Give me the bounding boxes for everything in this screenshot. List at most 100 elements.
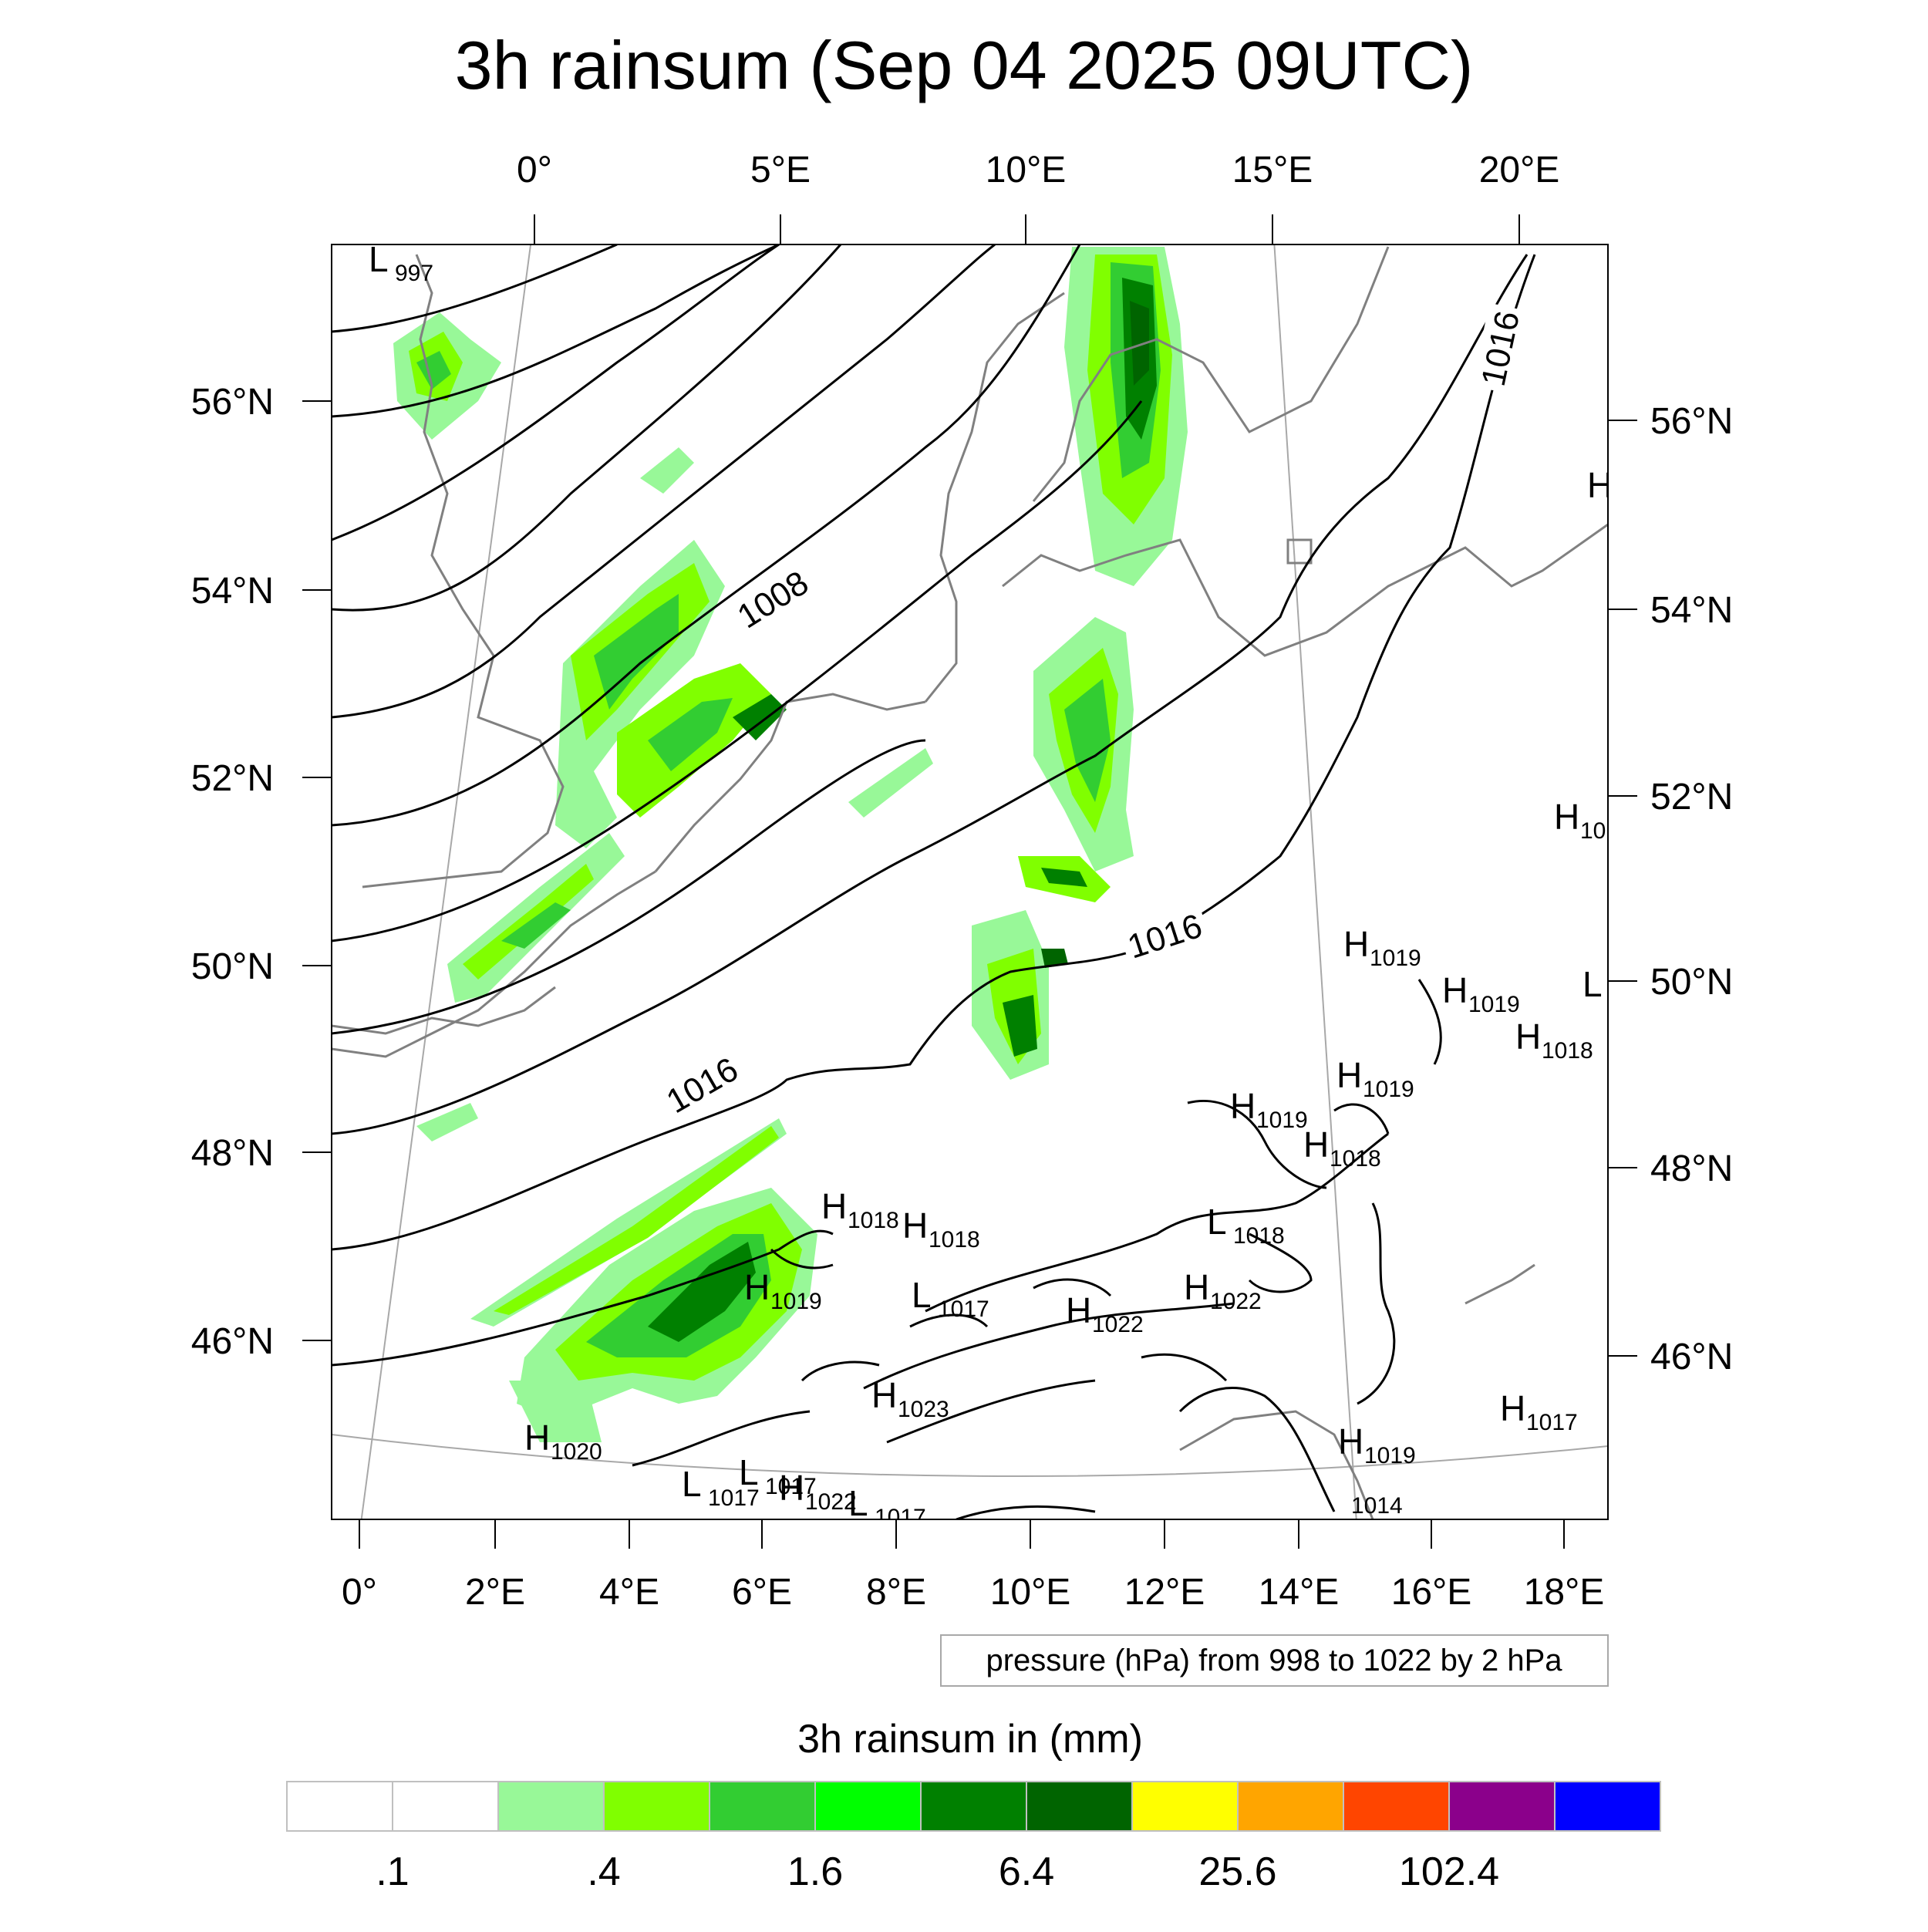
colorbar-label: 1.6 (787, 1849, 843, 1894)
pressure-center: H 1018 (821, 1186, 899, 1233)
bottom-lon-label: 4°E (599, 1572, 659, 1613)
isobar-line (801, 1360, 880, 1382)
pressure-center: H 1018 (902, 1205, 980, 1253)
pressure-center-value: 1022 (1092, 1312, 1144, 1337)
pressure-center-type: H (1587, 465, 1613, 505)
left-lat-label: 50°N (191, 946, 274, 987)
pressure-center: L (1583, 964, 1603, 1004)
pressure-center-type: L (682, 1464, 702, 1504)
coastlines (332, 246, 1608, 1519)
pressure-center-type: H (524, 1418, 550, 1458)
pressure-center-type: H (1343, 924, 1369, 964)
isobar-line (332, 400, 1143, 942)
colorbar-box (1026, 1781, 1133, 1832)
precip-area (1003, 995, 1037, 1057)
precip-area (1041, 949, 1068, 968)
precip-area (509, 1381, 602, 1442)
pressure-center-value: 1019 (1364, 1443, 1416, 1468)
bottom-lon-label: 10°E (990, 1572, 1071, 1613)
pressure-center-type: H (1515, 1017, 1541, 1057)
graticule (332, 244, 1608, 1519)
parallel-45n (332, 1434, 1608, 1478)
map-frame-bg (332, 244, 1608, 1519)
pressure-center-value: 1018 (929, 1227, 980, 1253)
pressure-center-type: H (1230, 1086, 1256, 1126)
colorbar-title: 3h rainsum in (mm) (797, 1717, 1143, 1762)
coastline-britain-east (362, 254, 565, 888)
isobar-line (909, 1313, 989, 1328)
precip-area (848, 748, 933, 818)
pressure-center-value: 1019 (770, 1289, 822, 1314)
precip-area (416, 1103, 478, 1141)
top-lon-label: 0° (517, 150, 552, 191)
pressure-center-value: 1019 (1468, 992, 1520, 1017)
pressure-center-value: 1022 (1210, 1289, 1262, 1314)
isobar-line (332, 244, 842, 612)
precip-area (733, 694, 787, 740)
colorbar-labels: .1 .4 1.6 6.4 25.6 102.4 (376, 1849, 1499, 1894)
colorbar-box (1343, 1781, 1450, 1832)
pressure-center-type: L (369, 239, 389, 279)
pressure-center: H 1018 (1515, 1017, 1593, 1064)
precip-area (648, 1242, 756, 1342)
pressure-center: H 1019 (744, 1267, 822, 1314)
isobar-line (1333, 1103, 1390, 1135)
pressure-center: 1014 (1351, 1493, 1403, 1519)
pressure-center-type: H (779, 1468, 804, 1508)
pressure-center: H 1019 (1230, 1086, 1308, 1133)
bottom-lon-label: 18°E (1524, 1572, 1605, 1613)
pressure-center: H 1018 (1303, 1124, 1381, 1172)
coastline-france-north (332, 870, 656, 1058)
pressure-center-type: H (1066, 1290, 1091, 1330)
bottom-lon-label: 8°E (866, 1572, 926, 1613)
right-lat-label: 48°N (1650, 1148, 1733, 1189)
pressure-center: L 1018 (1207, 1202, 1285, 1249)
isobar-line (956, 1505, 1096, 1519)
colorbar-box (920, 1781, 1027, 1832)
colorbar-box (1448, 1781, 1556, 1832)
pressure-center: H 1019 (1442, 970, 1520, 1017)
top-lon-label: 10°E (986, 150, 1067, 191)
pressure-center-type: L (1207, 1202, 1227, 1242)
left-lat-label: 54°N (191, 571, 274, 612)
coastline-germany-denmark (924, 292, 1065, 703)
left-lat-label: 46°N (191, 1321, 274, 1362)
bottom-lon-label: 0° (342, 1572, 377, 1613)
pressure-center-type: H (1442, 970, 1468, 1010)
isobar-line (332, 244, 618, 333)
pressure-center-type: L (848, 1483, 868, 1523)
pressure-center-type: H (1303, 1124, 1329, 1165)
precip-area (1130, 301, 1149, 386)
pressure-center-type: H (744, 1267, 770, 1307)
left-lat-label: 48°N (191, 1133, 274, 1174)
isobar-line (332, 1229, 834, 1367)
pressure-center: L 1017 (739, 1452, 817, 1499)
right-lat-label: 50°N (1650, 962, 1733, 1003)
pressure-center-type: H (1184, 1267, 1209, 1307)
pressure-center: H 1022 (1184, 1267, 1262, 1314)
pressure-center-type: H (1336, 1055, 1362, 1095)
coastline-lake (1465, 1263, 1535, 1305)
pressure-center-value: 997 (395, 261, 433, 286)
map-title: 3h rainsum (Sep 04 2025 09UTC) (454, 27, 1474, 103)
pressure-center-value: 1019 (1363, 1077, 1414, 1102)
right-lat-label: 56°N (1650, 401, 1733, 442)
pressure-note: pressure (hPa) from 998 to 1022 by 2 hPa (986, 1644, 1562, 1677)
isobar-line (1033, 1278, 1112, 1297)
pressure-center: H 1019 (1338, 1421, 1416, 1468)
isobar-line (332, 254, 1536, 1251)
isobar-line (1187, 1099, 1327, 1189)
pressure-center-type: H (871, 1375, 897, 1415)
meridian-15e (1273, 244, 1357, 1519)
pressure-center-value: 1017 (875, 1505, 926, 1530)
colorbar-box (286, 1781, 393, 1832)
precip-area (501, 902, 571, 949)
precip-area (648, 698, 733, 771)
pressure-center-value: 1017 (708, 1485, 760, 1511)
isobar-line (632, 1410, 811, 1467)
colorbar-box (1554, 1781, 1661, 1832)
pressure-center: H 1019 (1336, 1055, 1414, 1102)
pressure-center-value: 1020 (551, 1439, 602, 1465)
